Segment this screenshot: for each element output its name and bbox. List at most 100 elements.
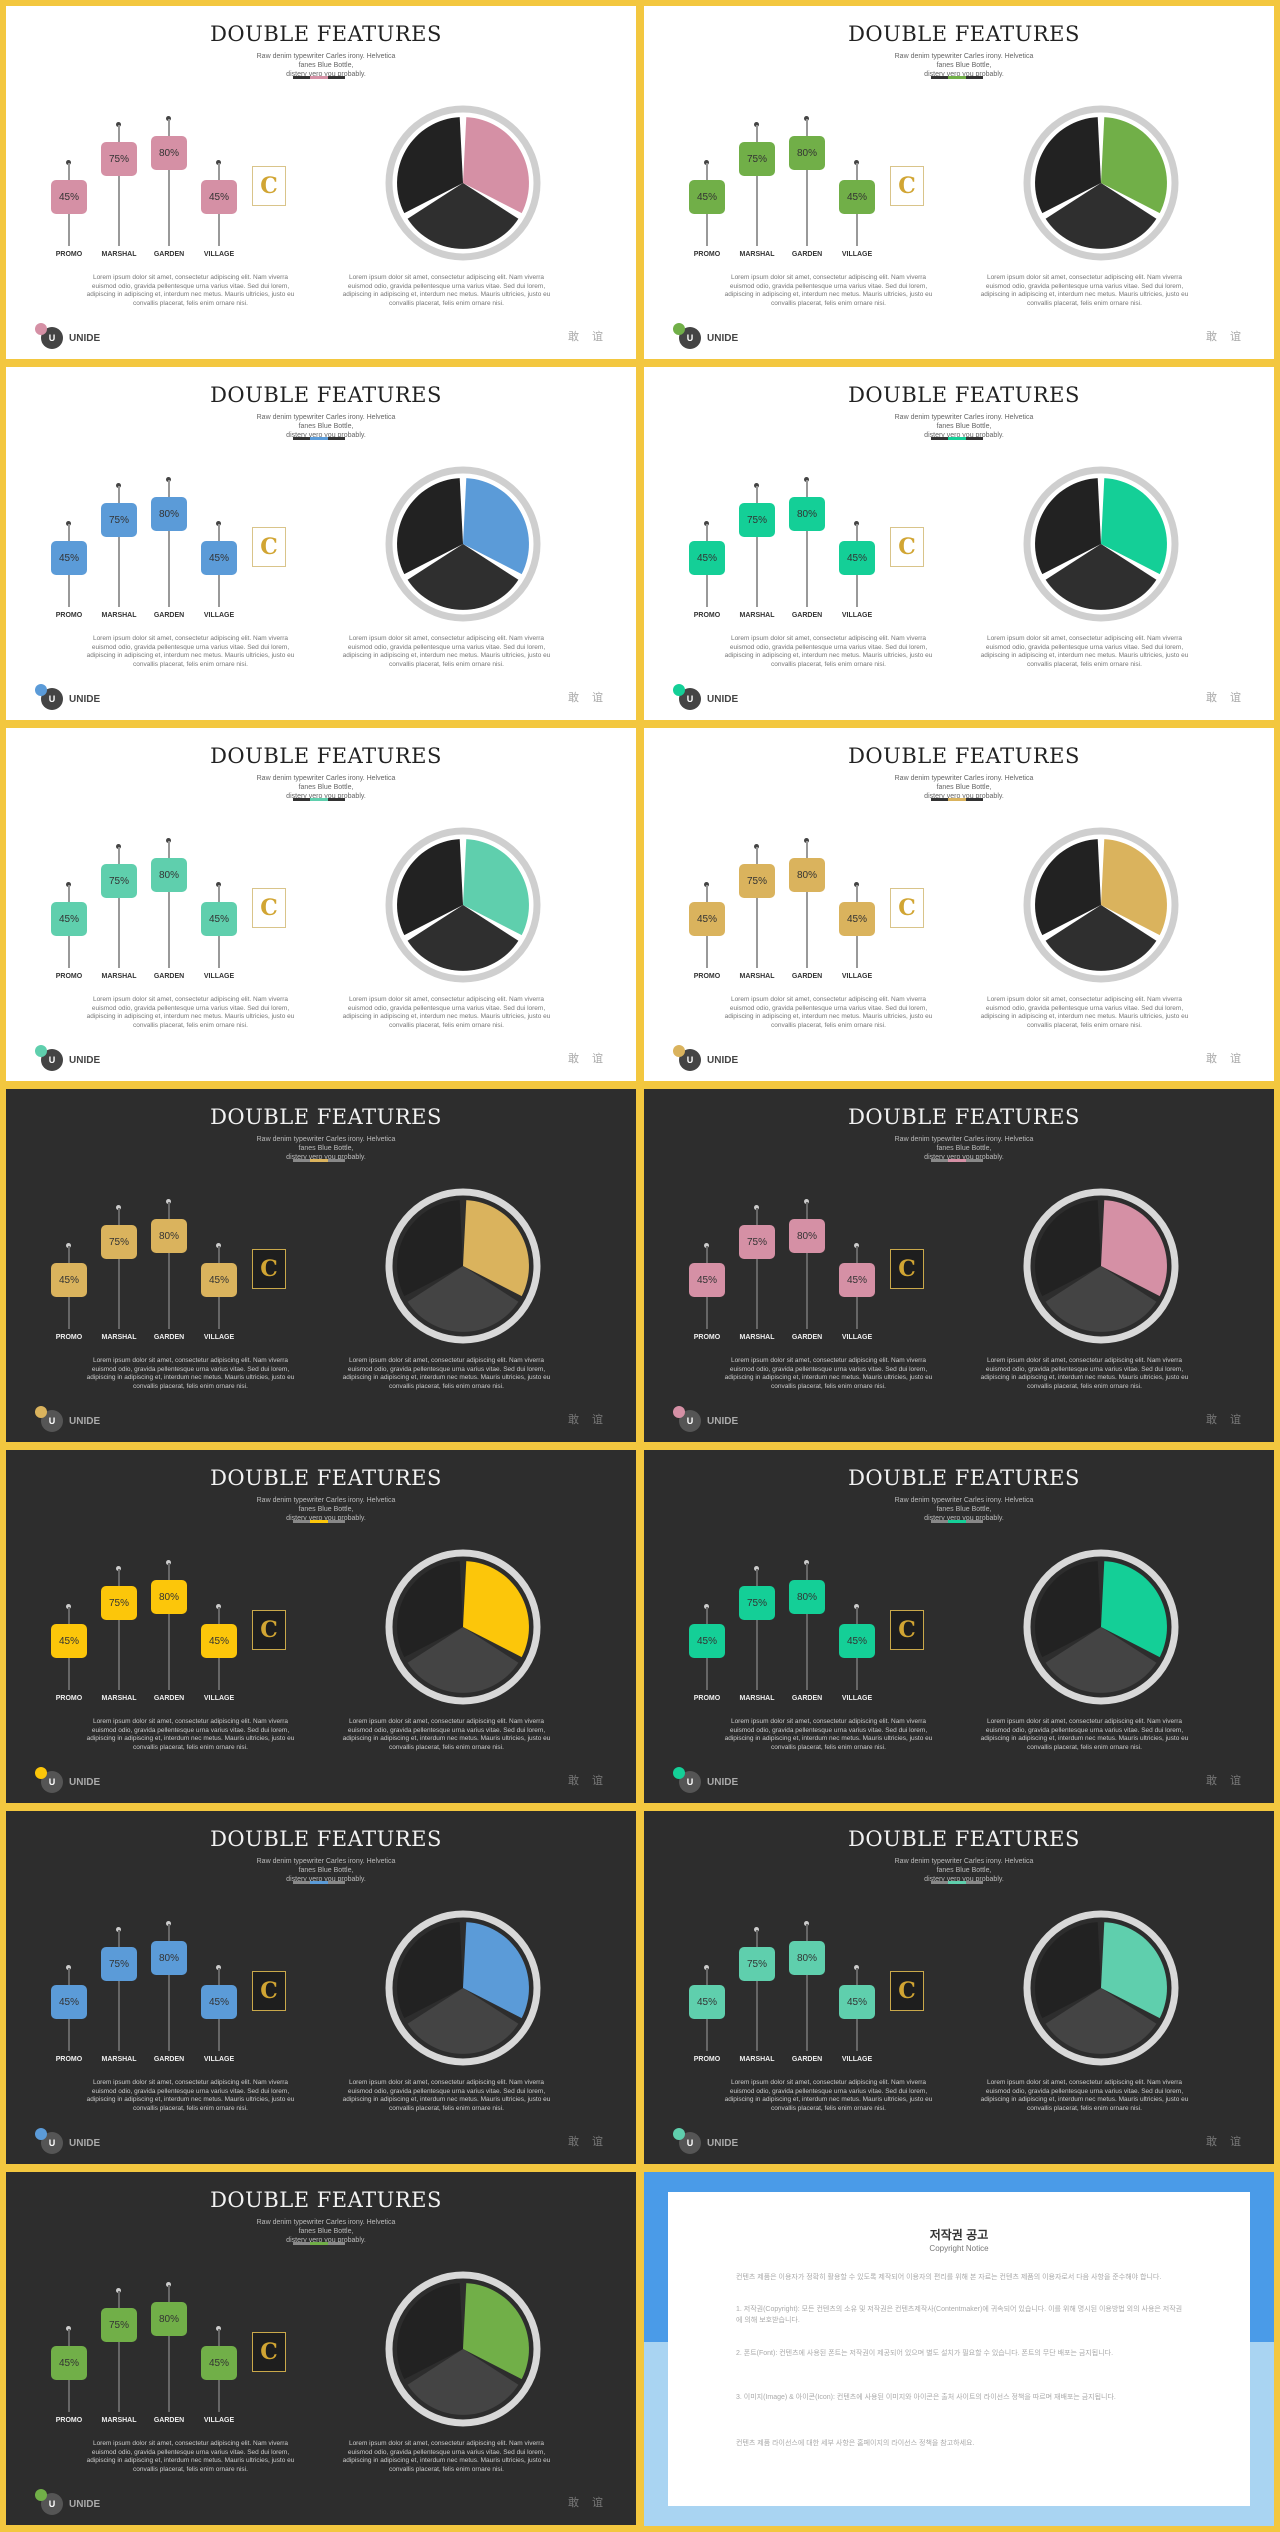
pie-graphic bbox=[385, 1549, 541, 1705]
bar-label: VILLAGE bbox=[841, 973, 873, 980]
bar-value: 45% bbox=[51, 1624, 87, 1658]
brand: U UNIDE bbox=[35, 1767, 100, 1793]
pie-slice-bottom bbox=[407, 544, 519, 610]
body-text-left: Lorem ipsum dolor sit amet, consectetur … bbox=[86, 274, 295, 307]
brand: U UNIDE bbox=[673, 1767, 738, 1793]
slide-title: DOUBLE FEATURES bbox=[210, 1466, 442, 1490]
bar-label: PROMO bbox=[693, 612, 721, 619]
bar-label: PROMO bbox=[693, 1695, 721, 1702]
stem-dot bbox=[754, 844, 759, 849]
pie-slice-bottom bbox=[407, 1266, 519, 1332]
stem-dot bbox=[754, 1205, 759, 1210]
pie-slice-accent bbox=[1101, 1922, 1167, 2019]
logo-letter: C bbox=[898, 1978, 916, 2004]
bar-label: VILLAGE bbox=[203, 251, 235, 258]
bar-value: 45% bbox=[51, 541, 87, 575]
value-bars: 45% PROMO 75% MARSHAL 80% GARDEN 45% VILLAGE C bbox=[51, 447, 286, 637]
body-text-right: Lorem ipsum dolor sit amet, consectetur … bbox=[980, 996, 1189, 1029]
stem-dot bbox=[216, 1604, 221, 1609]
stem-dot bbox=[66, 2326, 71, 2331]
subtitle-line: Raw denim typewriter Carles irony. Helve… bbox=[256, 2219, 396, 2235]
stem-dot bbox=[804, 116, 809, 121]
slide-subtitle: Raw denim typewriter Carles irony. Helve… bbox=[894, 774, 1034, 801]
stem-dot bbox=[66, 1604, 71, 1609]
pie-slice-left bbox=[1035, 478, 1101, 575]
notice-card: 저작권 공고 Copyright Notice 컨텐츠 제품은 이용자가 정확히… bbox=[668, 2192, 1250, 2506]
pie-slice-left bbox=[397, 1200, 463, 1297]
bar-label: MARSHAL bbox=[101, 612, 137, 619]
stem-dot bbox=[116, 2288, 121, 2293]
feature-slide: DOUBLE FEATURES Raw denim typewriter Carl… bbox=[6, 728, 636, 1081]
pie-ring bbox=[385, 1188, 541, 1344]
title-divider bbox=[293, 76, 345, 79]
stem-dot bbox=[66, 160, 71, 165]
corner-mark: 敢 谊 bbox=[1205, 1053, 1246, 1065]
bar-stem bbox=[168, 2285, 170, 2412]
stem-dot bbox=[804, 1199, 809, 1204]
bar-value: 75% bbox=[101, 864, 137, 898]
body-text-left: Lorem ipsum dolor sit amet, consectetur … bbox=[86, 2079, 295, 2112]
pie-slice-accent bbox=[1101, 1200, 1167, 1297]
bar-label: PROMO bbox=[55, 973, 83, 980]
brand-name: UNIDE bbox=[707, 332, 739, 344]
brand: U UNIDE bbox=[35, 2128, 101, 2154]
pie-graphic bbox=[385, 2271, 541, 2427]
bar-stem bbox=[168, 841, 170, 968]
notice-paragraph: 2. 폰트(Font): 컨텐츠에 사용된 폰트는 저작권이 제공되어 있으며 … bbox=[736, 2350, 1114, 2357]
bar-label: MARSHAL bbox=[101, 2056, 137, 2063]
value-bars: 45% PROMO 75% MARSHAL 80% GARDEN 45% VILLAGE C bbox=[51, 1169, 286, 1359]
subtitle-line: distery vero you probably. bbox=[286, 1515, 366, 1522]
slide-subtitle: Raw denim typewriter Carles irony. Helve… bbox=[256, 774, 396, 801]
pie-ring bbox=[385, 2271, 541, 2427]
brand-name: UNIDE bbox=[707, 2137, 739, 2149]
bar-stem bbox=[806, 1924, 808, 2051]
feature-slide: DOUBLE FEATURES Raw denim typewriter Carl… bbox=[6, 1450, 636, 1803]
logo-letter: C bbox=[260, 1617, 278, 1643]
stem-dot bbox=[704, 1243, 709, 1248]
pie-graphic bbox=[385, 105, 541, 261]
bar-value: 45% bbox=[839, 541, 875, 575]
bar-value: 45% bbox=[689, 180, 725, 214]
pie-ring bbox=[1023, 1549, 1179, 1705]
slide-subtitle: Raw denim typewriter Carles irony. Helve… bbox=[256, 52, 396, 79]
body-text-left: Lorem ipsum dolor sit amet, consectetur … bbox=[724, 274, 933, 307]
pie-slice-accent bbox=[1101, 117, 1167, 214]
bar-label: GARDEN bbox=[153, 1695, 185, 1702]
pie-slice-bottom bbox=[1045, 544, 1157, 610]
stem-dot bbox=[804, 1921, 809, 1926]
brand-logo-icon: U bbox=[35, 1045, 63, 1071]
logo-badge: C bbox=[252, 1971, 286, 2011]
pie-graphic bbox=[1023, 105, 1179, 261]
pie-slice-left bbox=[397, 1922, 463, 2019]
brand: U UNIDE bbox=[673, 684, 738, 710]
subtitle-line: Raw denim typewriter Carles irony. Helve… bbox=[256, 53, 396, 69]
pie-slice-accent bbox=[463, 2283, 529, 2380]
brand: U UNIDE bbox=[673, 2128, 739, 2154]
body-text-left: Lorem ipsum dolor sit amet, consectetur … bbox=[724, 1718, 933, 1751]
bar-value: 45% bbox=[839, 1985, 875, 2019]
brand: U UNIDE bbox=[35, 323, 100, 349]
subtitle-line: Raw denim typewriter Carles irony. Helve… bbox=[894, 1136, 1034, 1152]
corner-mark: 敢 谊 bbox=[1205, 1775, 1246, 1787]
value-bars: 45% PROMO 75% MARSHAL 80% GARDEN 45% VILLAGE C bbox=[51, 808, 286, 998]
pie-ring bbox=[1023, 105, 1179, 261]
subtitle-line: Raw denim typewriter Carles irony. Helve… bbox=[894, 1858, 1034, 1874]
slide-title: DOUBLE FEATURES bbox=[210, 744, 442, 768]
value-bars: 45% PROMO 75% MARSHAL 80% GARDEN 45% VILLAGE C bbox=[689, 808, 924, 998]
slide-title: DOUBLE FEATURES bbox=[848, 1466, 1080, 1490]
logo-badge: C bbox=[252, 2332, 286, 2372]
pie-ring bbox=[1023, 466, 1179, 622]
bar-value: 75% bbox=[101, 1586, 137, 1620]
bar-value: 45% bbox=[839, 1263, 875, 1297]
body-text-right: Lorem ipsum dolor sit amet, consectetur … bbox=[980, 1357, 1189, 1390]
logo-badge: C bbox=[890, 1610, 924, 1650]
pie-slice-left bbox=[1035, 117, 1101, 214]
subtitle-line: Raw denim typewriter Carles irony. Helve… bbox=[256, 1136, 396, 1152]
pie-slice-left bbox=[397, 117, 463, 214]
slide-subtitle: Raw denim typewriter Carles irony. Helve… bbox=[894, 52, 1034, 79]
brand-name: UNIDE bbox=[69, 2137, 101, 2149]
title-divider bbox=[931, 76, 983, 79]
stem-dot bbox=[216, 160, 221, 165]
feature-slide: DOUBLE FEATURES Raw denim typewriter Carl… bbox=[6, 367, 636, 720]
subtitle-line: distery vero you probably. bbox=[924, 1515, 1004, 1522]
